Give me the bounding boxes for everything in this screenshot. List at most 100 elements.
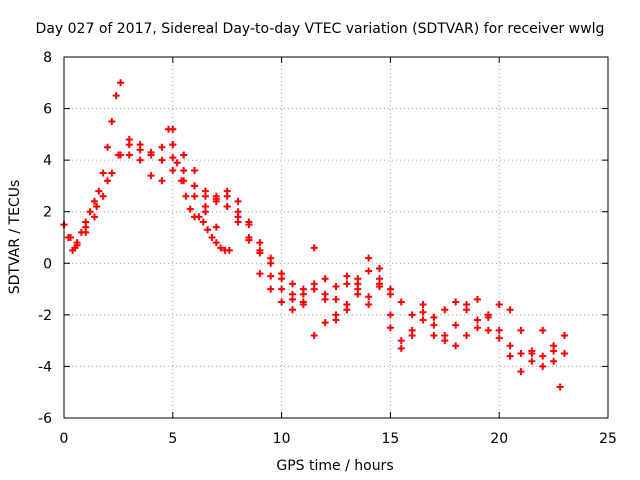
data-point [452,321,460,329]
data-point [550,347,558,355]
data-point [484,326,492,334]
data-point [180,151,188,159]
data-point [517,326,525,334]
data-point [108,117,116,125]
x-tick-label: 15 [381,431,399,447]
data-point [99,192,107,200]
data-point [452,342,460,350]
data-point [288,306,296,314]
data-point [208,234,216,241]
data-point [484,313,492,321]
data-point [517,350,525,358]
data-point [71,244,79,252]
data-point [180,166,188,174]
data-point [204,226,212,234]
data-point [397,298,405,306]
data-point [169,141,177,149]
data-points [60,79,568,391]
data-point [108,169,116,177]
data-point [310,244,318,252]
y-tick-label: 4 [43,153,52,169]
y-axis-label: SDTVAR / TECUs [7,180,23,295]
data-point [332,311,340,319]
data-point [419,316,427,324]
data-point [408,311,416,319]
data-point [191,166,199,174]
data-point [278,298,286,306]
x-tick-label: 5 [168,431,177,447]
data-point [136,141,144,149]
data-point [539,352,547,360]
data-point [212,192,220,200]
data-point [365,254,373,262]
data-point [158,156,166,164]
data-point [550,357,558,365]
data-point [136,156,144,164]
plot-frame [63,56,609,419]
series-track-f [169,125,394,319]
data-point [560,331,568,339]
data-point [201,203,209,211]
y-tick-label: -6 [38,411,52,427]
data-point [256,270,264,278]
data-point [560,350,568,358]
data-point [365,267,373,275]
data-point [343,306,351,314]
data-point [223,203,231,211]
data-point [191,182,199,190]
data-point [112,92,120,100]
data-point [528,357,536,365]
data-point [539,362,547,370]
data-point [419,301,427,309]
data-point [463,306,471,314]
data-point [452,298,460,306]
data-point [288,280,296,288]
y-tick-label: -4 [38,359,52,375]
data-point [182,192,190,200]
data-point [310,331,318,339]
data-point [234,213,242,221]
data-point [104,143,112,151]
data-point [288,295,296,303]
data-point [278,285,286,293]
data-point [299,301,307,309]
data-point [506,342,514,350]
y-tick-label: 0 [43,256,52,272]
data-point [125,151,133,159]
x-tick-label: 25 [599,431,617,447]
data-point [256,249,264,257]
data-point [365,293,373,301]
data-point [125,136,133,144]
data-point [86,208,94,216]
data-point [223,187,231,195]
data-point [217,244,225,252]
data-point [506,352,514,360]
data-point [90,197,98,205]
series-track-d [125,151,564,391]
data-point [430,331,438,339]
data-point [169,154,177,162]
data-point [321,295,329,303]
data-point [343,272,351,280]
data-point [495,326,503,334]
data-point [495,334,503,342]
data-point [376,264,384,272]
data-point [528,347,536,355]
data-point [397,337,405,345]
data-point [186,205,194,213]
data-point [354,290,362,298]
data-point [517,368,525,376]
x-tick-label: 10 [273,431,291,447]
data-point [212,223,220,231]
series-track-e [164,125,233,254]
data-point [386,311,394,319]
data-point [67,234,75,241]
data-point [408,326,416,334]
data-point [114,151,122,159]
x-axis-label: GPS time / hours [276,458,393,474]
data-point [245,234,253,241]
data-point [430,313,438,321]
data-point [173,159,181,167]
